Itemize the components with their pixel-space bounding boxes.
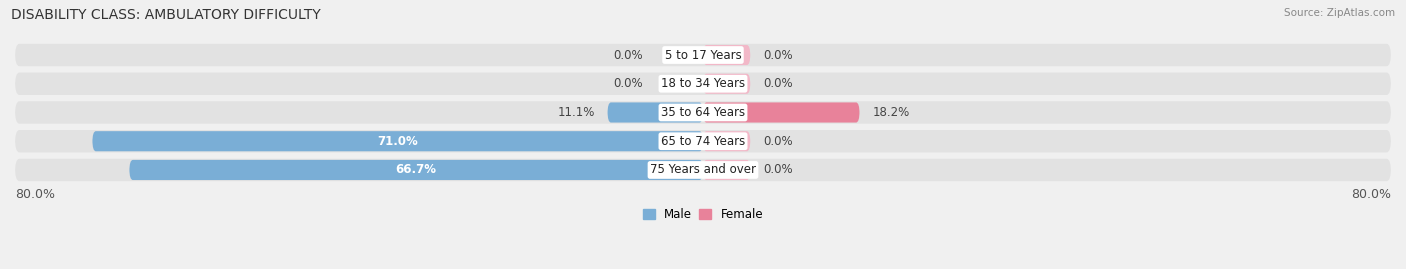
Text: 18.2%: 18.2% xyxy=(872,106,910,119)
FancyBboxPatch shape xyxy=(703,102,859,123)
Text: 0.0%: 0.0% xyxy=(763,164,793,176)
Text: 71.0%: 71.0% xyxy=(377,135,418,148)
FancyBboxPatch shape xyxy=(703,131,751,151)
FancyBboxPatch shape xyxy=(15,101,1391,124)
Text: DISABILITY CLASS: AMBULATORY DIFFICULTY: DISABILITY CLASS: AMBULATORY DIFFICULTY xyxy=(11,8,321,22)
FancyBboxPatch shape xyxy=(607,102,703,123)
FancyBboxPatch shape xyxy=(703,74,751,94)
Text: 0.0%: 0.0% xyxy=(613,48,643,62)
FancyBboxPatch shape xyxy=(15,44,1391,66)
FancyBboxPatch shape xyxy=(15,159,1391,181)
Text: 0.0%: 0.0% xyxy=(763,77,793,90)
Text: 80.0%: 80.0% xyxy=(1351,188,1391,201)
Text: 0.0%: 0.0% xyxy=(763,135,793,148)
FancyBboxPatch shape xyxy=(93,131,703,151)
FancyBboxPatch shape xyxy=(703,45,751,65)
Text: 0.0%: 0.0% xyxy=(763,48,793,62)
Text: 75 Years and over: 75 Years and over xyxy=(650,164,756,176)
Text: 5 to 17 Years: 5 to 17 Years xyxy=(665,48,741,62)
Text: 18 to 34 Years: 18 to 34 Years xyxy=(661,77,745,90)
Text: 65 to 74 Years: 65 to 74 Years xyxy=(661,135,745,148)
Text: Source: ZipAtlas.com: Source: ZipAtlas.com xyxy=(1284,8,1395,18)
Text: 80.0%: 80.0% xyxy=(15,188,55,201)
FancyBboxPatch shape xyxy=(703,160,751,180)
FancyBboxPatch shape xyxy=(15,130,1391,153)
Text: 11.1%: 11.1% xyxy=(557,106,595,119)
Text: 35 to 64 Years: 35 to 64 Years xyxy=(661,106,745,119)
Text: 0.0%: 0.0% xyxy=(613,77,643,90)
Legend: Male, Female: Male, Female xyxy=(643,208,763,221)
FancyBboxPatch shape xyxy=(15,73,1391,95)
FancyBboxPatch shape xyxy=(129,160,703,180)
Text: 66.7%: 66.7% xyxy=(395,164,437,176)
